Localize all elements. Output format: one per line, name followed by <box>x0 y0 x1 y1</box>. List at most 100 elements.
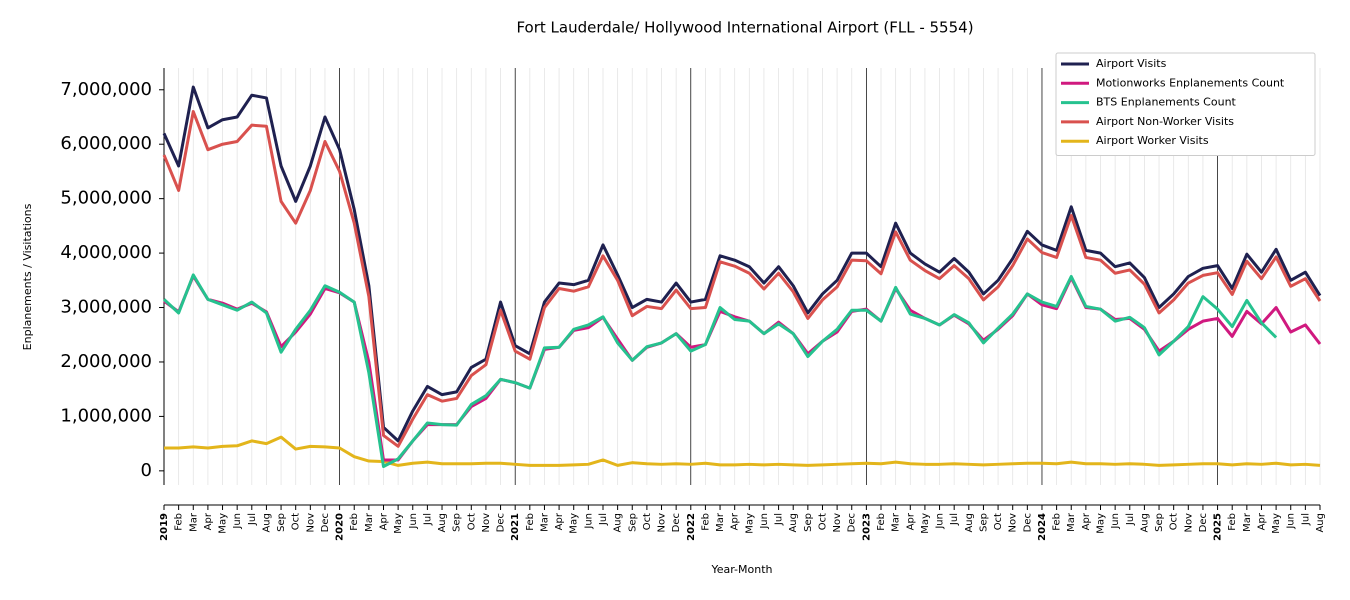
y-tick-label: 1,000,000 <box>60 405 152 426</box>
x-tick-label: Jun <box>1110 513 1121 530</box>
x-tick-label: Apr <box>905 512 916 530</box>
x-tick-label: Jul <box>774 513 785 526</box>
x-tick-label: Jun <box>232 513 243 530</box>
x-tick-label: Mar <box>188 512 199 532</box>
chart-title: Fort Lauderdale/ Hollywood International… <box>516 19 973 37</box>
x-tick-label: Feb <box>700 513 711 531</box>
x-tick-label: Feb <box>1227 513 1238 531</box>
y-tick-label: 4,000,000 <box>60 242 152 263</box>
x-tick-label: Dec <box>671 513 682 532</box>
legend-label: Motionworks Enplanements Count <box>1096 76 1285 89</box>
x-tick-label: Aug <box>1139 513 1150 533</box>
x-tick-label: 2024 <box>1037 513 1048 541</box>
x-tick-label: 2023 <box>861 513 872 541</box>
x-tick-label: 2019 <box>159 513 170 541</box>
legend-box <box>1055 52 1316 156</box>
x-tick-label: Sep <box>452 513 463 532</box>
x-tick-label: Apr <box>378 512 389 530</box>
x-tick-label: Mar <box>364 512 375 532</box>
x-tick-label: Jun <box>583 513 594 530</box>
x-tick-label: Oct <box>466 513 477 530</box>
x-tick-label: Nov <box>1183 513 1194 533</box>
x-tick-label: Dec <box>496 513 507 532</box>
x-tick-label: Dec <box>847 513 858 532</box>
x-tick-label: Oct <box>1169 513 1180 530</box>
legend-label: BTS Enplanements Count <box>1096 96 1237 109</box>
x-tick-label: Dec <box>1022 513 1033 532</box>
x-tick-label: Sep <box>803 513 814 532</box>
x-tick-label: May <box>218 513 229 534</box>
x-tick-label: Aug <box>1315 513 1326 533</box>
x-tick-label: Feb <box>349 513 360 531</box>
x-tick-label: Jul <box>1125 513 1136 526</box>
y-axis-title: Enplanements / Visitations <box>21 203 34 350</box>
x-tick-label: Jun <box>408 513 419 530</box>
x-tick-label: Aug <box>261 513 272 533</box>
x-tick-label: Jul <box>247 513 258 526</box>
y-tick-label: 3,000,000 <box>60 297 152 318</box>
x-tick-label: Mar <box>1242 512 1253 532</box>
x-tick-label: Jul <box>949 513 960 526</box>
x-tick-label: Feb <box>525 513 536 531</box>
x-tick-label: Apr <box>1256 512 1267 530</box>
x-tick-label: Jul <box>422 513 433 526</box>
x-tick-label: Feb <box>174 513 185 531</box>
x-tick-label: Dec <box>1198 513 1209 532</box>
x-tick-label: May <box>393 513 404 534</box>
y-tick-label: 7,000,000 <box>60 79 152 100</box>
x-axis-title: Year-Month <box>710 563 772 576</box>
x-tick-label: Jun <box>935 513 946 530</box>
x-tick-label: Nov <box>1008 513 1019 533</box>
series-line <box>162 110 1322 448</box>
series-line <box>163 274 1322 462</box>
x-tick-label: May <box>569 513 580 534</box>
x-tick-label: Jul <box>1300 513 1311 526</box>
y-tick-label: 0 <box>141 460 152 481</box>
x-tick-label: May <box>744 513 755 534</box>
x-tick-label: Aug <box>437 513 448 533</box>
x-tick-label: Mar <box>539 512 550 532</box>
y-tick-label: 5,000,000 <box>60 188 152 209</box>
x-tick-label: Oct <box>817 513 828 530</box>
x-tick-label: Nov <box>832 513 843 533</box>
x-tick-label: Oct <box>642 513 653 530</box>
legend-label: Airport Non-Worker Visits <box>1096 115 1234 128</box>
x-tick-label: Apr <box>730 512 741 530</box>
x-tick-label: Apr <box>554 512 565 530</box>
legend-label: Airport Visits <box>1096 57 1167 70</box>
series-line <box>162 85 1322 443</box>
x-tick-label: Oct <box>291 513 302 530</box>
x-tick-label: 2020 <box>335 513 346 541</box>
x-tick-label: Sep <box>1154 513 1165 532</box>
x-tick-label: 2021 <box>510 513 521 541</box>
x-tick-label: Jun <box>759 513 770 530</box>
legend: Airport Visits Motionworks Enplanements C… <box>1055 52 1316 156</box>
x-tick-label: May <box>1271 513 1282 534</box>
x-tick-label: May <box>920 513 931 534</box>
x-tick-label: Jul <box>598 513 609 526</box>
series-line <box>164 435 1321 467</box>
y-tick-label: 6,000,000 <box>60 133 152 154</box>
x-tick-label: Sep <box>627 513 638 532</box>
x-tick-label: May <box>1096 513 1107 534</box>
x-tick-label: 2022 <box>686 513 697 541</box>
x-tick-label: Nov <box>481 513 492 533</box>
x-tick-label: Aug <box>788 513 799 533</box>
x-tick-label: Mar <box>1066 512 1077 532</box>
x-tick-label: Sep <box>978 513 989 532</box>
x-tick-label: Aug <box>964 513 975 533</box>
x-tick-label: Nov <box>305 513 316 533</box>
x-tick-label: Jun <box>1286 513 1297 530</box>
x-tick-label: Mar <box>891 512 902 532</box>
x-tick-label: Feb <box>876 513 887 531</box>
x-tick-label: Mar <box>715 512 726 532</box>
x-tick-label: Aug <box>613 513 624 533</box>
legend-label: Airport Worker Visits <box>1096 134 1209 147</box>
x-tick-label: Oct <box>993 513 1004 530</box>
x-tick-label: 2025 <box>1213 513 1224 541</box>
x-tick-label: Sep <box>276 513 287 532</box>
x-tick-label: Dec <box>320 513 331 532</box>
x-tick-label: Apr <box>1081 512 1092 530</box>
x-tick-label: Apr <box>203 512 214 530</box>
